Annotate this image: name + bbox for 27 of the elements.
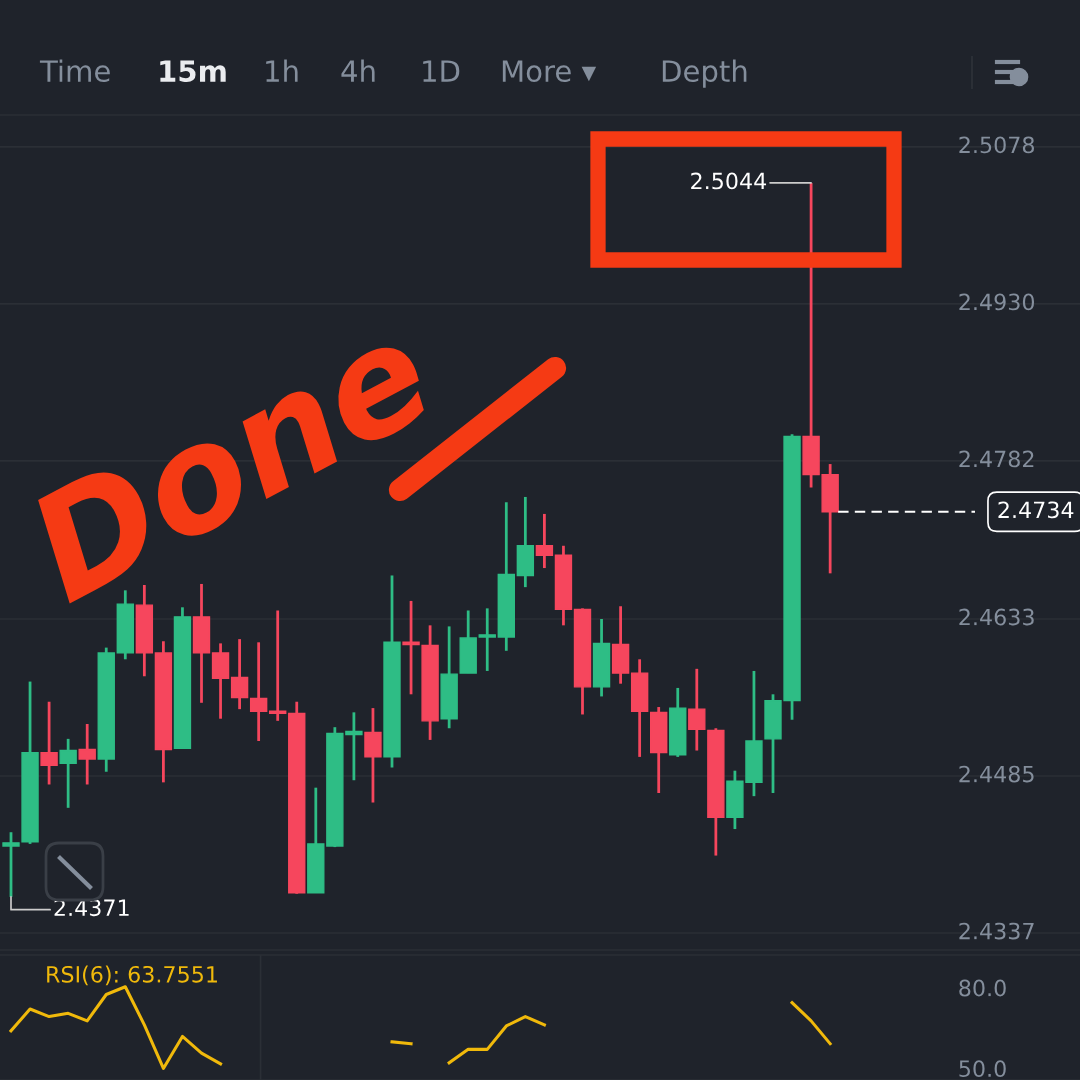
y-tick-label: 2.4930 [959,293,1035,311]
y-tick-label: 50.0 [959,1060,1006,1078]
y-tick-label: 2.4485 [959,765,1034,783]
ref-line-label: 2.4734 [998,501,1074,519]
candlestick [478,606,496,673]
annotation: RSI(6): 63.7551 [47,965,217,986]
text: Depth [662,59,747,88]
candlestick [2,830,20,899]
y-tick-label: 2.4337 [959,922,1034,940]
y-tick-label: 2.4633 [959,608,1034,626]
text: 1D [423,60,460,82]
candlestick [78,722,96,786]
y-tick-label: 80.0 [959,979,1006,997]
annotation: 2.5044 [691,172,767,190]
y-tick-label: 2.4782 [959,450,1034,468]
text: Time [39,59,110,83]
text: 4h [341,59,375,82]
candlestick [688,667,706,752]
text: 1h [266,59,298,82]
y-tick-label: 2.5078 [959,136,1035,154]
candlestick [249,640,268,743]
candlestick [535,512,554,570]
candlestick [40,700,58,786]
candlestick [230,637,249,711]
text: 15m [160,60,226,83]
candlestick [59,737,77,810]
text: More ▾ [502,60,597,83]
